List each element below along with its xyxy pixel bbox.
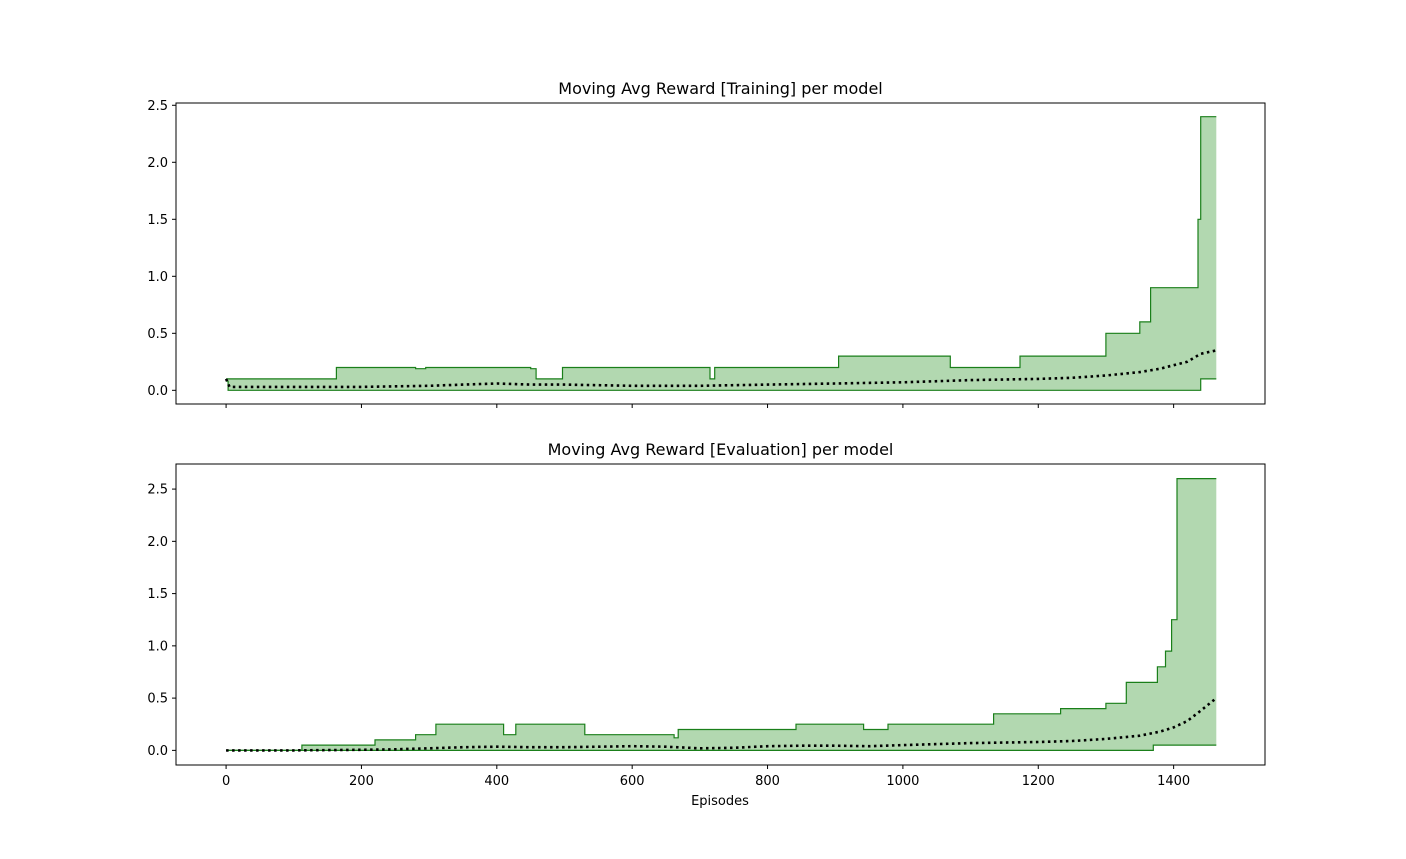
axes-frame [175,463,1266,766]
x-tick-label: 1000 [886,774,919,789]
reward-band-area [226,478,1217,751]
y-tick-label: 0.5 [147,692,168,707]
x-tick-label: 400 [484,774,509,789]
y-tick-label: 1.5 [147,587,168,602]
x-tick-label: 800 [755,774,780,789]
y-tick-label: 2.0 [147,156,168,171]
chart-title: Moving Avg Reward [Training] per model [558,79,882,98]
evaluation-panel: 0.0 0.5 1.0 1.5 2.0 2.5 0 200 400 600 800 1000 1200 1… [147,440,1266,789]
x-tick-label: 200 [349,774,374,789]
x-tick-label: 600 [620,774,645,789]
training-panel: 0.0 0.5 1.0 1.5 2.0 2.5 Moving Avg Reward [Tra… [147,79,1266,408]
y-tick-label: 2.0 [147,535,168,550]
axes-frame [175,102,1266,405]
x-tick-label: 1200 [1022,774,1055,789]
y-tick-label: 2.5 [147,483,168,498]
mean-reward-line [226,697,1218,752]
y-tick-label: 2.5 [147,99,168,114]
y-tick-label: 0.0 [147,384,168,399]
reward-band-area [226,116,1217,391]
y-tick-label: 1.0 [147,270,168,285]
min-reward-line [226,378,1217,391]
x-tick-label: 0 [222,774,230,789]
y-tick-label: 1.0 [147,639,168,654]
y-tick-label: 1.5 [147,213,168,228]
mean-reward-line [224,349,1217,389]
max-reward-line [226,116,1217,380]
y-tick-label: 0.0 [147,744,168,759]
x-axis-label: Episodes [691,794,749,809]
x-tick-label: 1400 [1157,774,1190,789]
max-reward-line [226,478,1217,751]
chart-title: Moving Avg Reward [Evaluation] per model [548,440,894,459]
y-tick-label: 0.5 [147,327,168,342]
min-reward-line [226,744,1217,751]
